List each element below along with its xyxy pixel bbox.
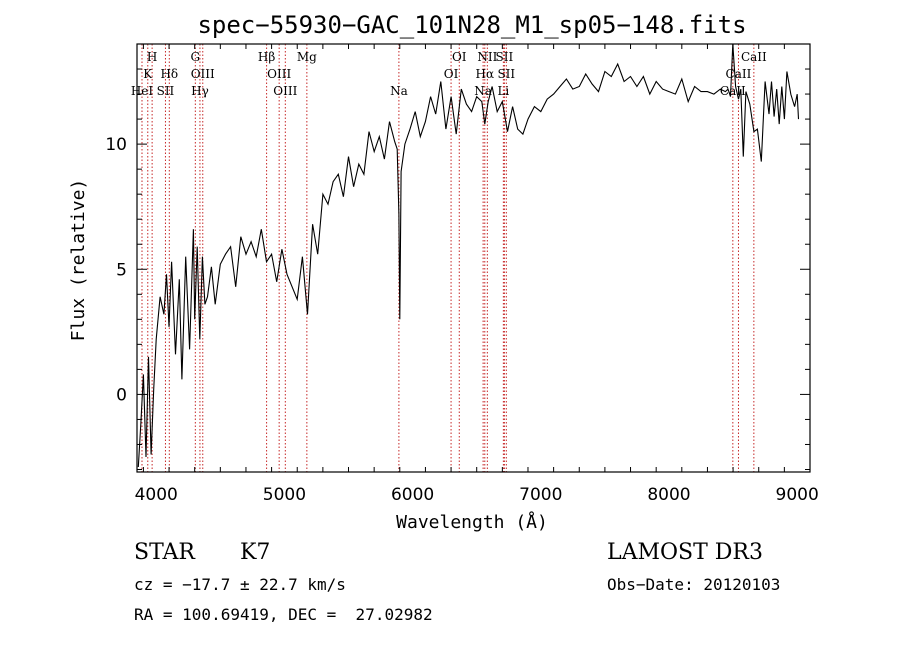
x-tick-label: 6000	[391, 485, 434, 505]
emission-line-markers	[141, 44, 755, 472]
emission-line-label: Li	[497, 84, 509, 98]
x-tick-label: 8000	[647, 485, 690, 505]
emission-line-label: NII	[477, 50, 497, 64]
emission-line-label: OI	[452, 50, 467, 64]
y-tick-label: 10	[105, 135, 127, 155]
emission-line-label: Hδ	[160, 67, 178, 81]
survey-label: LAMOST DR3	[607, 540, 763, 565]
object-class: STAR	[134, 540, 195, 565]
emission-line-label: Na	[390, 84, 408, 98]
redshift-text: cz = −17.7 ± 22.7 km/s	[134, 575, 346, 594]
emission-line-label: SII	[496, 50, 514, 64]
x-tick-label: 9000	[776, 485, 819, 505]
emission-line-label: Mg	[297, 50, 317, 64]
coordinates-text: RA = 100.69419, DEC = 27.02982	[134, 605, 433, 624]
object-subclass: K7	[240, 540, 271, 565]
emission-line-label: Na	[474, 84, 492, 98]
spectrum-series	[137, 43, 800, 468]
emission-line-label: Hβ	[258, 50, 275, 64]
emission-line-label: OIII	[267, 67, 291, 81]
x-axis-label: Wavelength (Å)	[396, 511, 548, 533]
emission-line-label: G	[191, 50, 201, 64]
emission-line-label: K	[143, 67, 153, 81]
y-axis-label: Flux (relative)	[68, 179, 89, 342]
x-tick-label: 7000	[519, 485, 562, 505]
x-tick-label: 4000	[135, 485, 178, 505]
obs-date: Obs−Date: 20120103	[607, 575, 781, 594]
axis-tick-labels: 4000 5000 6000 7000 8000 9000 0 5 10	[105, 135, 818, 505]
chart-title: spec−55930−GAC_101N28_M1_sp05−148.fits	[197, 11, 746, 39]
emission-line-label: Hγ	[191, 84, 209, 98]
plot-frame	[136, 43, 811, 473]
emission-line-label: OIII	[273, 84, 297, 98]
emission-line-label: HeI	[131, 84, 154, 98]
emission-line-label: CaII	[726, 67, 752, 81]
emission-line-label: OIII	[191, 67, 215, 81]
emission-line-label: Hα	[475, 67, 494, 81]
y-tick-label: 0	[116, 385, 127, 405]
emission-line-label: SII	[497, 67, 515, 81]
emission-line-label: OI	[444, 67, 459, 81]
x-tick-label: 5000	[263, 485, 306, 505]
y-tick-label: 5	[116, 260, 127, 280]
axis-ticks	[137, 44, 810, 472]
emission-line-label: SII	[157, 84, 175, 98]
emission-line-label: H	[147, 50, 157, 64]
emission-line-label: CaII	[741, 50, 767, 64]
